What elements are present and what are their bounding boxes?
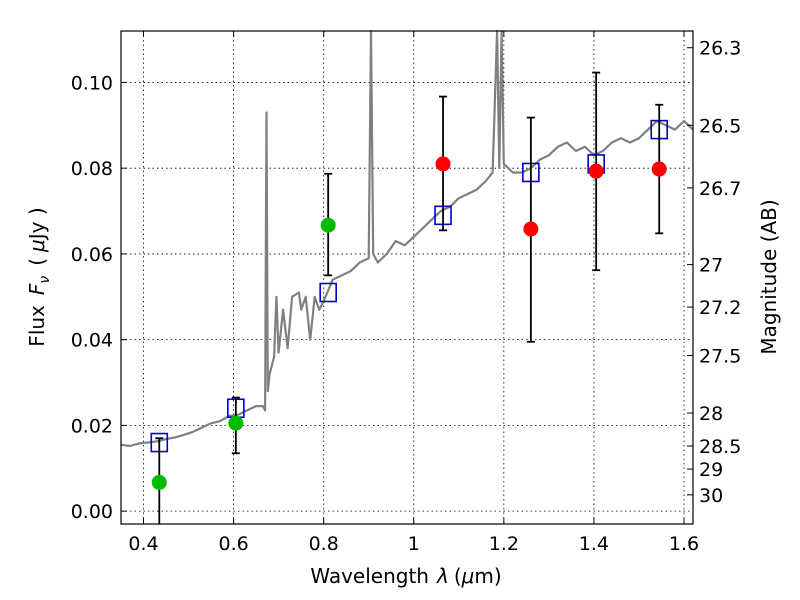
photometry-point: [228, 415, 244, 431]
model-photometry-square: [319, 282, 337, 303]
mag-tick-label: 27.5: [699, 346, 741, 368]
observed-photometry-layer: [151, 156, 667, 490]
mag-tick-label: 26.7: [699, 178, 741, 200]
x-tick-label: 1.4: [579, 533, 609, 555]
mag-tick-label: 26.5: [699, 115, 741, 137]
photometry-point: [320, 217, 336, 233]
photometry-point: [151, 474, 167, 490]
mag-tick-label: 28: [699, 403, 723, 425]
mag-tick-label: 26.3: [699, 38, 741, 60]
y-tick-label: 0.06: [71, 244, 113, 266]
mag-tick-label: 27.2: [699, 297, 741, 319]
mag-tick-label: 30: [699, 485, 723, 507]
y-tick-label: 0.08: [71, 158, 113, 180]
x-tick-label: 1.2: [489, 533, 519, 555]
spectrum-layer: [120, 29, 694, 448]
y-axis-label: FluxFν(μJy ): [25, 207, 53, 346]
spectrum-line: [120, 29, 694, 448]
mag-tick-label: 27: [699, 255, 723, 277]
ticks: 0.4 0.6 0.8 1 1.2 1.4 1.6 0.00 0.02 0.04 0.06 0.08 0…: [71, 31, 741, 555]
grid: [121, 31, 693, 524]
y2-axis-label: Magnitude (AB): [757, 199, 781, 354]
photometry-point: [523, 221, 539, 237]
plot-frame: [120, 30, 694, 525]
mag-tick-label: 29: [699, 459, 723, 481]
y-tick-label: 0.10: [71, 72, 113, 94]
y-tick-label: 0.04: [71, 330, 113, 352]
errorbar-layer: [155, 71, 664, 524]
y-tick-label: 0.00: [71, 501, 113, 523]
x-tick-label: 0.8: [309, 533, 339, 555]
y-tick-label: 0.02: [71, 415, 113, 437]
x-tick-label: 0.4: [128, 533, 158, 555]
photometry-point: [588, 163, 604, 179]
x-tick-label: 1.6: [669, 533, 699, 555]
x-axis-label: Wavelength λ (μm): [310, 564, 501, 588]
photometry-point: [651, 161, 667, 177]
x-tick-label: 0.6: [218, 533, 248, 555]
mag-tick-label: 28.5: [699, 436, 741, 458]
photometry-point: [435, 156, 451, 172]
x-tick-label: 1: [408, 533, 420, 555]
